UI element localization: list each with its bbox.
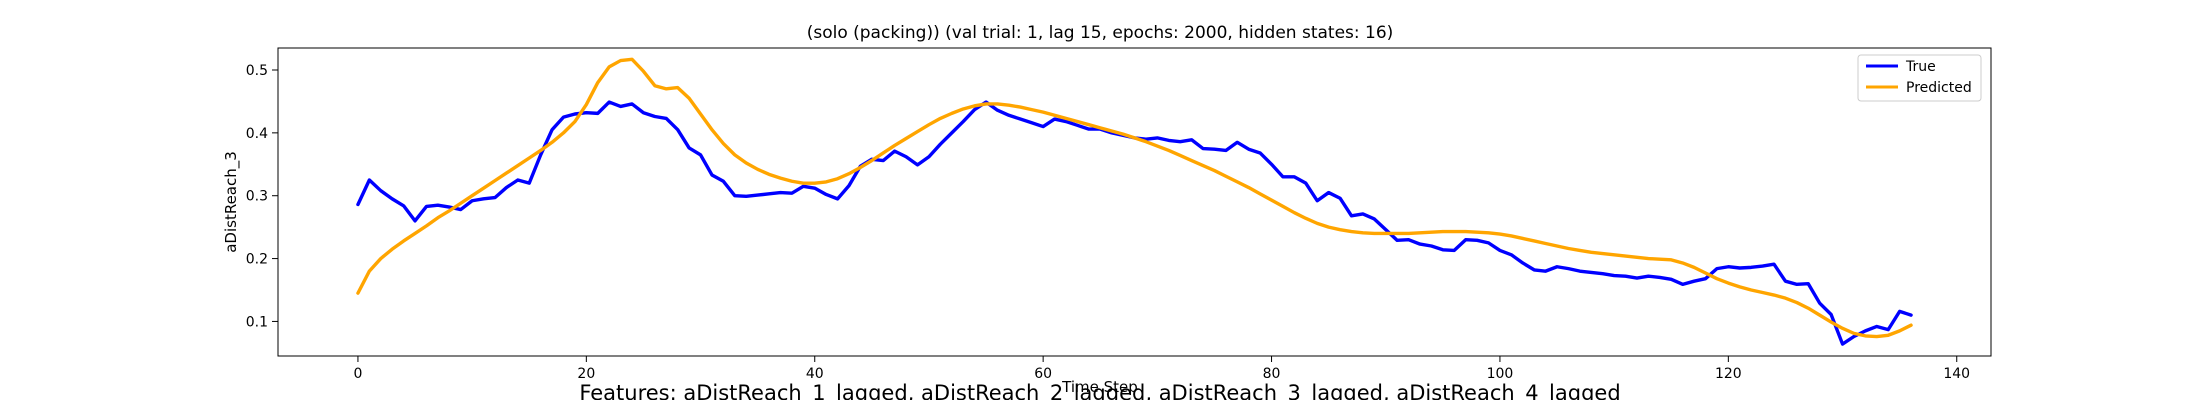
y-tick-label: 0.4 bbox=[246, 126, 268, 142]
x-tick-label: 120 bbox=[1715, 366, 1742, 382]
features-caption: Features: aDistReach_1_lagged, aDistReac… bbox=[579, 381, 1620, 400]
x-tick-label: 140 bbox=[1943, 366, 1970, 382]
y-tick-label: 0.1 bbox=[246, 314, 268, 330]
legend-entry-true: True bbox=[1905, 59, 1936, 75]
legend: True Predicted bbox=[1857, 54, 1982, 102]
series-line-predicted bbox=[356, 57, 1913, 339]
y-tick-label: 0.2 bbox=[246, 252, 268, 268]
plot-area: 0 20 40 60 80 100 120 140 0.1 0.2 0.3 0.4 0.5 bbox=[246, 47, 1992, 382]
y-tick-label: 0.3 bbox=[246, 189, 268, 205]
x-tick-label: 80 bbox=[1263, 366, 1281, 382]
x-tick-label: 20 bbox=[577, 366, 595, 382]
y-axis-label: aDistReach_3 bbox=[222, 151, 241, 253]
y-tick-label: 0.5 bbox=[246, 63, 268, 79]
plot-frame bbox=[277, 47, 1992, 357]
x-tick-label: 40 bbox=[806, 366, 824, 382]
x-tick-label: 60 bbox=[1034, 366, 1052, 382]
x-tick-label: 100 bbox=[1487, 366, 1514, 382]
legend-entry-predicted: Predicted bbox=[1906, 80, 1972, 96]
chart-title: (solo (packing)) (val trial: 1, lag 15, … bbox=[807, 23, 1394, 43]
x-tick-label: 0 bbox=[353, 366, 362, 382]
x-axis-label: Time Step bbox=[1061, 378, 1138, 396]
